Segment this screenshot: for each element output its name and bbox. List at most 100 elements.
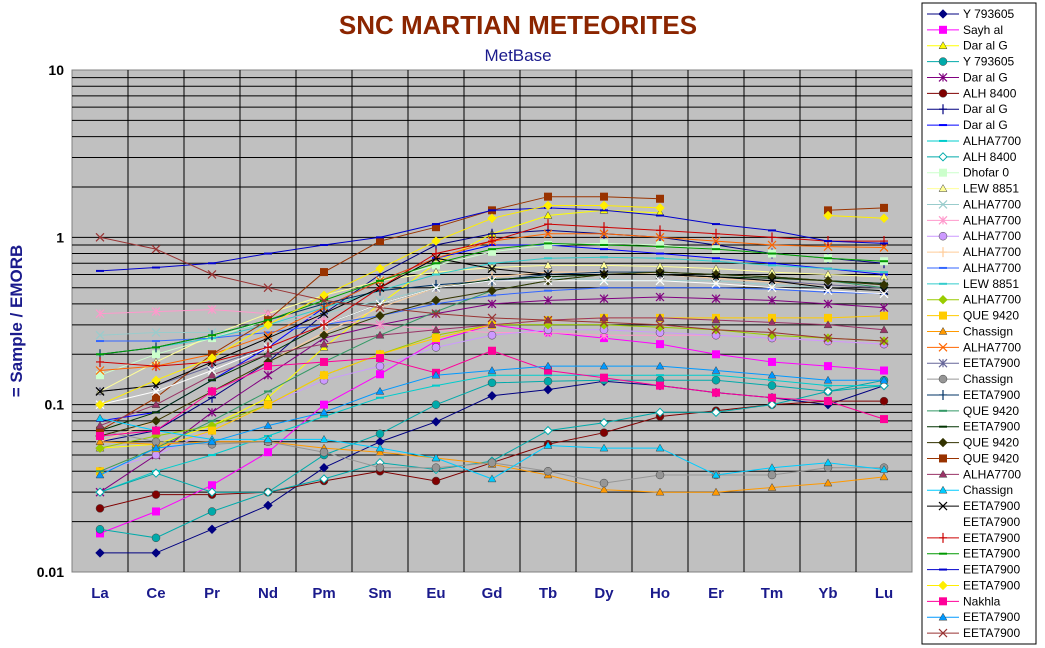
data-point: [375, 303, 385, 313]
data-point: [711, 325, 721, 335]
data-point: [95, 399, 105, 410]
data-point: [488, 346, 496, 355]
y-tick-label: 10: [48, 62, 64, 78]
data-point: [656, 381, 664, 390]
x-tick-label: Pm: [312, 585, 335, 602]
legend-label: Dar al G: [963, 39, 1008, 53]
data-point: [208, 387, 216, 396]
legend-item: ALHA7700: [927, 261, 1021, 275]
data-point: [938, 358, 948, 368]
legend-label: EETA7900: [963, 563, 1020, 577]
data-point: [431, 236, 441, 246]
legend-label: Dar al G: [963, 70, 1008, 84]
legend-item: EETA7900: [927, 356, 1020, 370]
data-point: [880, 366, 888, 375]
data-point: [375, 263, 385, 274]
data-point: [767, 240, 777, 250]
data-point: [599, 294, 609, 304]
series-layer: [95, 192, 889, 558]
data-point: [207, 487, 217, 497]
data-point: [656, 240, 664, 249]
data-point: [207, 407, 217, 417]
data-point: [95, 309, 105, 319]
data-point: [152, 426, 160, 435]
legend-item: ALH 8400: [927, 150, 1017, 164]
data-point: [263, 421, 273, 429]
legend-label: EETA7900: [963, 388, 1020, 402]
x-tick-label: Er: [708, 585, 724, 602]
legend-label: ALHA7700: [963, 467, 1021, 481]
data-point: [95, 366, 105, 375]
data-point: [95, 525, 105, 534]
data-point: [320, 319, 328, 330]
data-point: [655, 313, 665, 322]
data-point: [711, 487, 721, 496]
series: [95, 200, 889, 410]
data-point: [375, 330, 385, 339]
y-tick-label: 1: [56, 229, 64, 245]
data-point: [376, 354, 384, 363]
data-point: [487, 276, 497, 286]
data-point: [938, 517, 948, 527]
data-point: [263, 333, 273, 343]
y-tick-label: 0.1: [45, 397, 65, 413]
data-point: [432, 248, 440, 259]
data-point: [320, 268, 328, 277]
legend-item: Chassign: [927, 483, 1013, 497]
data-point: [319, 407, 329, 416]
data-point: [712, 228, 720, 239]
data-point: [599, 428, 609, 437]
data-point: [543, 270, 553, 279]
data-point: [319, 474, 329, 484]
data-point: [939, 25, 947, 34]
data-point: [376, 237, 384, 246]
data-point: [431, 309, 441, 319]
legend-item: Dar al G: [927, 102, 1008, 116]
data-point: [880, 311, 888, 320]
data-point: [207, 305, 217, 315]
data-point: [263, 320, 273, 330]
legend-item: LEW 8851: [927, 277, 1019, 291]
data-point: [938, 612, 948, 621]
x-tick-label: Nd: [258, 585, 278, 602]
data-point: [488, 236, 496, 247]
data-point: [319, 447, 329, 457]
data-point: [487, 330, 497, 340]
series: [95, 361, 889, 479]
data-point: [655, 292, 665, 302]
data-point: [95, 421, 105, 429]
data-point: [95, 413, 105, 422]
data-point: [938, 294, 948, 305]
data-point: [599, 276, 609, 286]
legend-label: QUE 9420: [963, 404, 1019, 418]
legend-label: ALHA7700: [963, 245, 1021, 259]
data-point: [939, 247, 947, 258]
data-point: [599, 485, 609, 494]
data-point: [151, 490, 161, 499]
legend-label: ALHA7700: [963, 134, 1021, 148]
legend-item: QUE 9420: [927, 451, 1019, 465]
data-point: [823, 210, 833, 221]
data-point: [152, 361, 160, 372]
data-point: [599, 313, 609, 322]
y-tick-label: 0.01: [37, 564, 64, 580]
legend-label: ALHA7700: [963, 197, 1021, 211]
y-axis-label: = Sample / EMORB: [7, 245, 26, 398]
data-point: [938, 184, 948, 192]
data-point: [263, 487, 273, 497]
data-point: [938, 89, 948, 98]
data-point: [207, 370, 217, 379]
data-point: [879, 213, 889, 223]
data-point: [938, 342, 948, 352]
data-point: [151, 450, 161, 460]
data-point: [767, 276, 777, 286]
data-point: [767, 482, 777, 491]
data-point: [938, 326, 948, 335]
legend-label: LEW 8851: [963, 277, 1019, 291]
data-point: [95, 504, 105, 513]
data-point: [939, 597, 947, 606]
data-point: [375, 299, 385, 309]
data-point: [375, 429, 385, 439]
x-tick-label: Yb: [818, 585, 837, 602]
legend-item: Sayh al: [927, 23, 1003, 37]
